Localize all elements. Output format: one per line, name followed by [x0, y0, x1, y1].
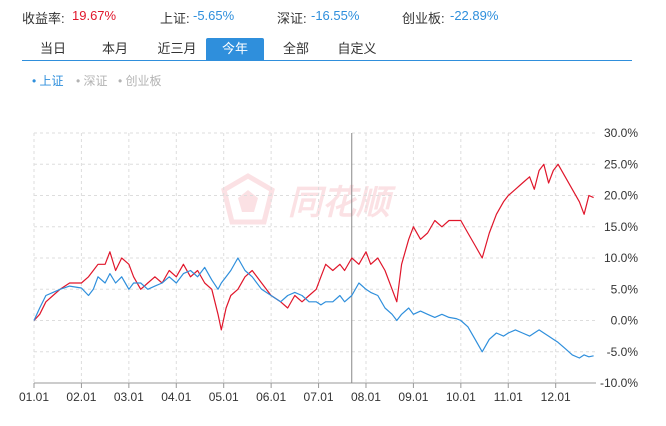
x-tick-label: 09.01 — [398, 390, 428, 404]
period-tabs: 当日 本月 近三月 今年 全部 自定义 — [22, 38, 632, 61]
tab-last-three-months[interactable]: 近三月 — [157, 41, 197, 56]
tab-this-month[interactable]: 本月 — [101, 41, 128, 56]
series-line-index — [33, 257, 594, 359]
legend-item-shanghai[interactable]: • 上证 — [32, 74, 64, 88]
x-tick-label: 06.01 — [256, 390, 286, 404]
tab-custom[interactable]: 自定义 — [337, 41, 377, 56]
x-tick-label: 01.01 — [19, 390, 49, 404]
chart-grid — [33, 132, 596, 388]
return-value: 19.67% — [72, 8, 117, 23]
x-tick-label: 08.01 — [351, 390, 381, 404]
return-label: 收益率: — [22, 11, 65, 26]
legend-item-chinext[interactable]: • 创业板 — [118, 74, 162, 88]
tab-this-year[interactable]: 今年 — [206, 38, 264, 60]
x-tick-label: 10.01 — [446, 390, 476, 404]
x-tick-label: 05.01 — [209, 390, 239, 404]
chart-series — [33, 163, 594, 359]
y-axis-labels: 30.0% 25.0% 20.0% 15.0% 10.0% 5.0% 0.0% -5.0% -1… — [600, 126, 638, 390]
y-tick-label: -10.0% — [600, 376, 638, 390]
shenzhen-value: -16.55% — [311, 8, 360, 23]
chinext-value: -22.89% — [450, 8, 499, 23]
y-tick-label: 25.0% — [604, 157, 638, 171]
chart-watermark: 同花顺 — [221, 173, 396, 225]
shenzhen-label: 深证: — [277, 11, 307, 26]
y-tick-label: -5.0% — [607, 345, 639, 359]
series-line-portfolio — [33, 163, 594, 331]
y-tick-label: 20.0% — [604, 189, 638, 203]
watermark-logo-icon — [221, 173, 275, 225]
summary-bar: 收益率: 19.67% 上证: -5.65% 深证: -16.55% 创业板: … — [0, 8, 666, 30]
x-tick-label: 07.01 — [304, 390, 334, 404]
watermark-text: 同花顺 — [288, 184, 396, 222]
chinext-label: 创业板: — [402, 11, 445, 26]
y-tick-label: 30.0% — [604, 126, 638, 140]
x-axis-labels: 01.01 02.01 03.01 04.01 05.01 06.01 07.01 08.01… — [19, 390, 571, 404]
y-tick-label: 10.0% — [604, 251, 638, 265]
x-tick-label: 12.01 — [541, 390, 571, 404]
tab-all[interactable]: 全部 — [282, 41, 309, 56]
y-tick-label: 15.0% — [604, 220, 638, 234]
shanghai-label: 上证: — [160, 11, 190, 26]
x-tick-label: 04.01 — [161, 390, 191, 404]
x-tick-label: 02.01 — [66, 390, 96, 404]
x-tick-label: 11.01 — [494, 390, 523, 404]
tab-today[interactable]: 当日 — [39, 41, 66, 56]
shanghai-value: -5.65% — [193, 8, 235, 23]
legend-item-shenzhen[interactable]: • 深证 — [76, 74, 108, 88]
y-tick-label: 5.0% — [611, 282, 639, 296]
y-tick-label: 0.0% — [611, 314, 639, 328]
x-tick-label: 03.01 — [114, 390, 144, 404]
